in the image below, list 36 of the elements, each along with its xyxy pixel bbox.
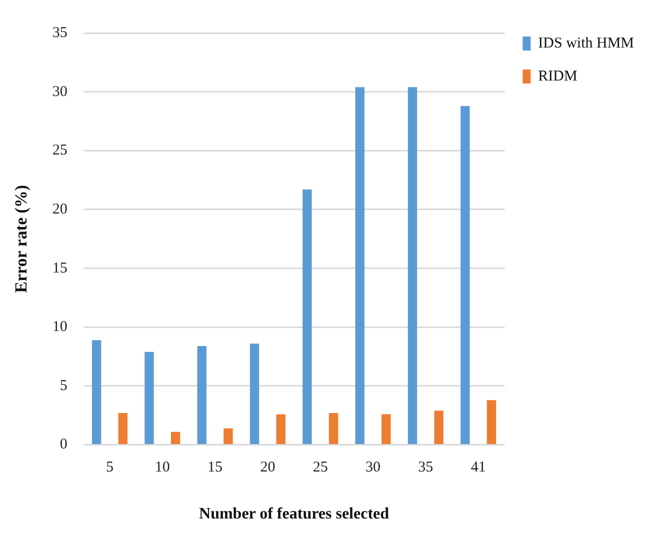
bar — [224, 428, 233, 444]
x-tick-label: 5 — [106, 460, 114, 476]
bar — [408, 87, 418, 444]
bar — [460, 106, 470, 444]
x-tick-label: 20 — [260, 460, 276, 476]
bar — [486, 400, 496, 444]
x-tick-label: 35 — [418, 460, 434, 476]
x-axis-title: Number of features selected — [199, 506, 390, 523]
x-tick-label: 15 — [208, 460, 223, 476]
y-tick-label: 10 — [52, 319, 68, 336]
bar — [382, 414, 391, 444]
x-tick-label: 10 — [154, 460, 170, 476]
y-tick-label: 5 — [60, 378, 68, 394]
y-axis-title: Error rate (%) — [12, 184, 31, 293]
bar — [144, 352, 154, 444]
bar — [92, 340, 102, 444]
x-tick-label: 30 — [366, 460, 381, 476]
bar — [276, 414, 286, 444]
y-tick-label: 15 — [52, 260, 68, 276]
x-tick-label: 25 — [312, 460, 328, 476]
bar — [118, 413, 128, 444]
y-tick-label: 30 — [52, 84, 68, 100]
bar — [302, 189, 312, 444]
y-tick-label: 25 — [52, 142, 68, 159]
bar — [250, 344, 260, 444]
y-tick-label: 35 — [52, 24, 68, 41]
bar — [355, 87, 364, 444]
bar — [170, 432, 180, 444]
y-tick-label: 0 — [60, 436, 68, 453]
bar — [197, 346, 206, 444]
x-tick-label: 41 — [470, 460, 486, 476]
bar — [434, 410, 444, 444]
bar — [328, 413, 338, 444]
legend-label: RIDM — [538, 68, 578, 84]
legend-label: IDS with HMM — [538, 35, 634, 52]
y-tick-label: 20 — [52, 201, 68, 218]
